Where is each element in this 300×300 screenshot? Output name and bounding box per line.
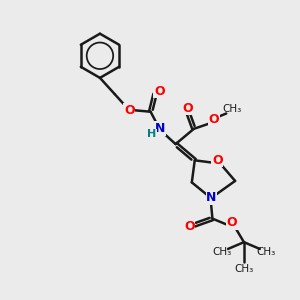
Text: CH₃: CH₃: [212, 247, 232, 256]
Text: CH₃: CH₃: [256, 247, 275, 256]
Text: N: N: [155, 122, 165, 135]
Text: H: H: [147, 129, 157, 140]
Text: CH₃: CH₃: [222, 104, 241, 114]
Text: O: O: [208, 113, 219, 126]
Text: N: N: [206, 191, 217, 205]
Text: O: O: [182, 102, 193, 115]
Text: O: O: [212, 154, 223, 167]
Text: CH₃: CH₃: [234, 264, 254, 274]
Text: O: O: [154, 85, 165, 98]
Text: O: O: [227, 216, 238, 229]
Text: O: O: [184, 220, 195, 233]
Text: O: O: [124, 104, 135, 117]
